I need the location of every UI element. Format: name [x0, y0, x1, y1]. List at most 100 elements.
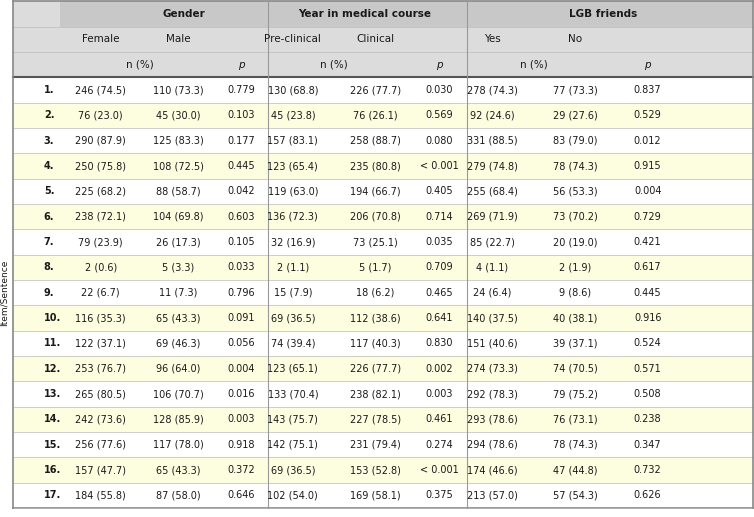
Text: 119 (63.0): 119 (63.0): [268, 186, 318, 196]
Text: 0.002: 0.002: [425, 363, 453, 374]
Text: 108 (72.5): 108 (72.5): [153, 161, 204, 171]
Text: 96 (64.0): 96 (64.0): [156, 363, 201, 374]
Text: < 0.001: < 0.001: [420, 465, 458, 475]
Text: 0.056: 0.056: [227, 338, 255, 348]
Text: 0.372: 0.372: [227, 465, 255, 475]
Text: 0.445: 0.445: [634, 287, 661, 298]
Text: 5.: 5.: [44, 186, 54, 196]
Bar: [14, 204, 752, 230]
Text: 9.: 9.: [44, 287, 54, 298]
Text: 169 (58.1): 169 (58.1): [351, 490, 401, 500]
Text: 12.: 12.: [44, 363, 61, 374]
Text: 122 (37.1): 122 (37.1): [75, 338, 126, 348]
Text: 123 (65.1): 123 (65.1): [268, 363, 318, 374]
Text: 0.529: 0.529: [634, 110, 661, 120]
Text: 79 (75.2): 79 (75.2): [553, 389, 598, 399]
Text: 14.: 14.: [44, 414, 61, 424]
Bar: [14, 306, 752, 331]
Text: 4.: 4.: [44, 161, 54, 171]
Text: p: p: [238, 60, 244, 70]
Text: 157 (47.7): 157 (47.7): [75, 465, 126, 475]
Text: 0.033: 0.033: [228, 262, 255, 272]
Text: Pre-clinical: Pre-clinical: [265, 35, 321, 44]
Text: 0.709: 0.709: [425, 262, 453, 272]
Text: 2 (1.9): 2 (1.9): [559, 262, 591, 272]
Text: 45 (23.8): 45 (23.8): [271, 110, 315, 120]
Text: 0.603: 0.603: [228, 211, 255, 222]
Text: p: p: [436, 60, 443, 70]
Text: 74 (39.4): 74 (39.4): [271, 338, 315, 348]
Text: 151 (40.6): 151 (40.6): [467, 338, 518, 348]
Bar: [454, 2, 752, 27]
Bar: [14, 154, 752, 179]
Bar: [14, 407, 752, 432]
Text: 79 (23.9): 79 (23.9): [78, 237, 123, 247]
Text: 0.626: 0.626: [634, 490, 661, 500]
Text: 69 (46.3): 69 (46.3): [156, 338, 201, 348]
Text: LGB friends: LGB friends: [569, 9, 637, 19]
Bar: [14, 2, 752, 27]
Text: No: No: [569, 35, 582, 44]
Text: 24 (6.4): 24 (6.4): [474, 287, 512, 298]
Text: 5 (1.7): 5 (1.7): [360, 262, 392, 272]
Text: 2 (1.1): 2 (1.1): [277, 262, 309, 272]
Bar: [262, 2, 467, 27]
Bar: [14, 52, 752, 78]
Text: p: p: [645, 60, 651, 70]
Text: 184 (55.8): 184 (55.8): [75, 490, 126, 500]
Text: 112 (38.6): 112 (38.6): [351, 313, 401, 323]
Text: 0.714: 0.714: [425, 211, 453, 222]
Bar: [14, 103, 752, 128]
Text: n (%): n (%): [126, 60, 153, 70]
Text: 56 (53.3): 56 (53.3): [553, 186, 597, 196]
Text: 0.016: 0.016: [228, 389, 255, 399]
Text: 104 (69.8): 104 (69.8): [153, 211, 204, 222]
Text: 57 (54.3): 57 (54.3): [553, 490, 598, 500]
Text: 238 (72.1): 238 (72.1): [75, 211, 126, 222]
Bar: [14, 382, 752, 407]
Text: 0.779: 0.779: [227, 85, 255, 95]
Text: 0.641: 0.641: [425, 313, 453, 323]
Text: 0.003: 0.003: [228, 414, 255, 424]
Text: 32 (16.9): 32 (16.9): [271, 237, 315, 247]
Text: 0.421: 0.421: [634, 237, 661, 247]
Text: 116 (35.3): 116 (35.3): [75, 313, 126, 323]
Text: 74 (70.5): 74 (70.5): [553, 363, 598, 374]
Text: 73 (25.1): 73 (25.1): [354, 237, 398, 247]
Text: 40 (38.1): 40 (38.1): [553, 313, 597, 323]
Text: 0.238: 0.238: [634, 414, 661, 424]
Text: 0.617: 0.617: [634, 262, 661, 272]
Text: 235 (80.8): 235 (80.8): [351, 161, 401, 171]
Text: 110 (73.3): 110 (73.3): [153, 85, 204, 95]
Text: 206 (70.8): 206 (70.8): [351, 211, 401, 222]
Text: 92 (24.6): 92 (24.6): [470, 110, 515, 120]
Text: 78 (74.3): 78 (74.3): [553, 439, 597, 450]
Text: Male: Male: [166, 35, 191, 44]
Text: 5 (3.3): 5 (3.3): [162, 262, 195, 272]
Text: 0.732: 0.732: [634, 465, 661, 475]
Text: 331 (88.5): 331 (88.5): [467, 135, 518, 146]
Text: 226 (77.7): 226 (77.7): [350, 363, 401, 374]
Text: 226 (77.7): 226 (77.7): [350, 85, 401, 95]
Text: 8.: 8.: [44, 262, 54, 272]
Text: 117 (40.3): 117 (40.3): [351, 338, 401, 348]
Text: Gender: Gender: [163, 9, 206, 19]
Bar: [14, 356, 752, 382]
Bar: [14, 432, 752, 458]
Text: 102 (54.0): 102 (54.0): [268, 490, 318, 500]
Text: 269 (71.9): 269 (71.9): [467, 211, 518, 222]
Text: 225 (68.2): 225 (68.2): [75, 186, 126, 196]
Text: 0.042: 0.042: [227, 186, 255, 196]
Text: 133 (70.4): 133 (70.4): [268, 389, 318, 399]
Text: 130 (68.8): 130 (68.8): [268, 85, 318, 95]
Text: 20 (19.0): 20 (19.0): [553, 237, 597, 247]
Text: 0.569: 0.569: [425, 110, 453, 120]
Text: 0.004: 0.004: [228, 363, 255, 374]
Text: 17.: 17.: [44, 490, 61, 500]
Text: 45 (30.0): 45 (30.0): [156, 110, 201, 120]
Bar: [14, 230, 752, 255]
Text: 15 (7.9): 15 (7.9): [274, 287, 312, 298]
Text: 0.837: 0.837: [634, 85, 661, 95]
Text: 0.274: 0.274: [425, 439, 453, 450]
Text: 11 (7.3): 11 (7.3): [159, 287, 198, 298]
